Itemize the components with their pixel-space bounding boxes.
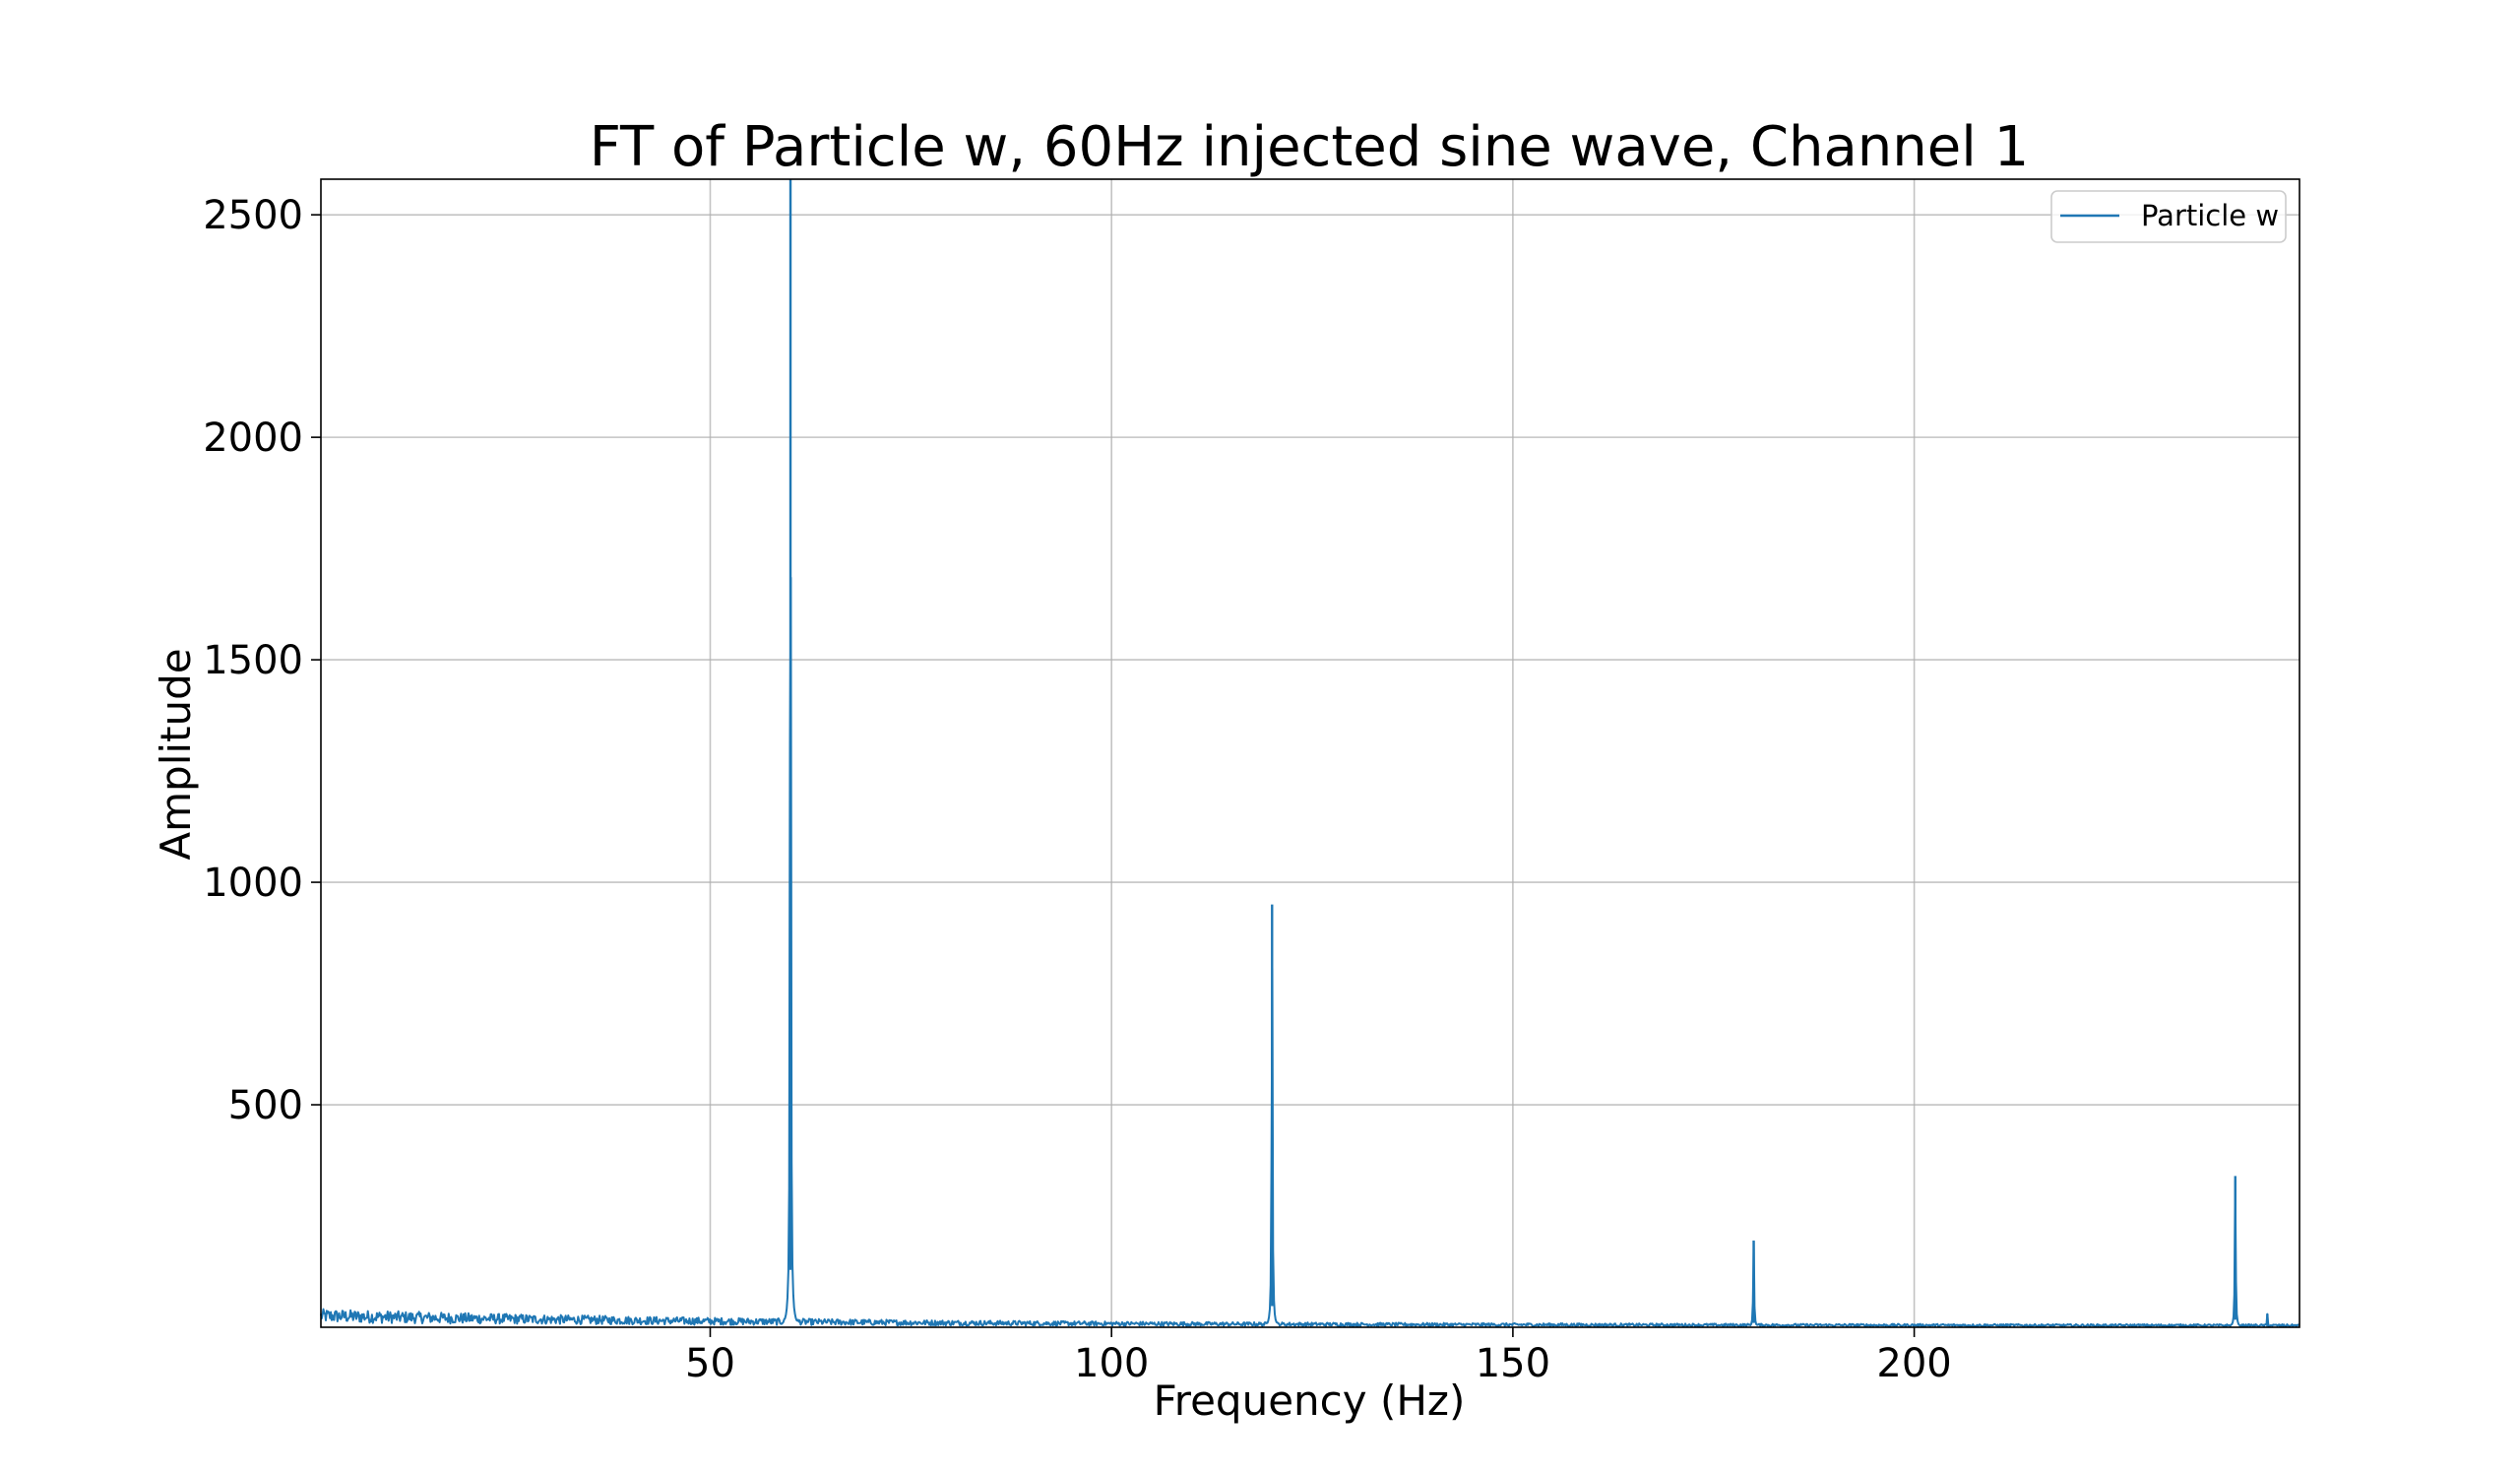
x-tick-label: 100: [1074, 1341, 1149, 1386]
y-tick-label: 2000: [203, 416, 303, 461]
x-tick-label: 50: [685, 1341, 735, 1386]
plot-area: [320, 179, 2300, 1328]
series-line-particle-w: [320, 576, 2300, 1328]
legend-box: [2050, 190, 2287, 243]
x-axis: 50 100 150 200: [685, 1327, 1952, 1386]
x-axis-label: Frequency (Hz): [1154, 1376, 1466, 1425]
legend: Particle w: [2050, 190, 2287, 243]
plot-frame: [320, 178, 2300, 1328]
legend-label: Particle w: [2141, 199, 2279, 232]
x-tick-label: 200: [1876, 1341, 1951, 1386]
y-tick-label: 1000: [203, 861, 303, 906]
y-axis: 500 1000 1500 2000 2500: [203, 193, 321, 1128]
grid: [321, 179, 2300, 1327]
y-axis-label: Amplitude: [152, 648, 200, 860]
y-tick-label: 500: [228, 1083, 303, 1128]
chart-title: FT of Particle w, 60Hz injected sine wav…: [590, 115, 2029, 179]
x-tick-label: 150: [1476, 1341, 1550, 1386]
y-tick-label: 2500: [203, 193, 303, 238]
y-tick-label: 1500: [203, 638, 303, 683]
